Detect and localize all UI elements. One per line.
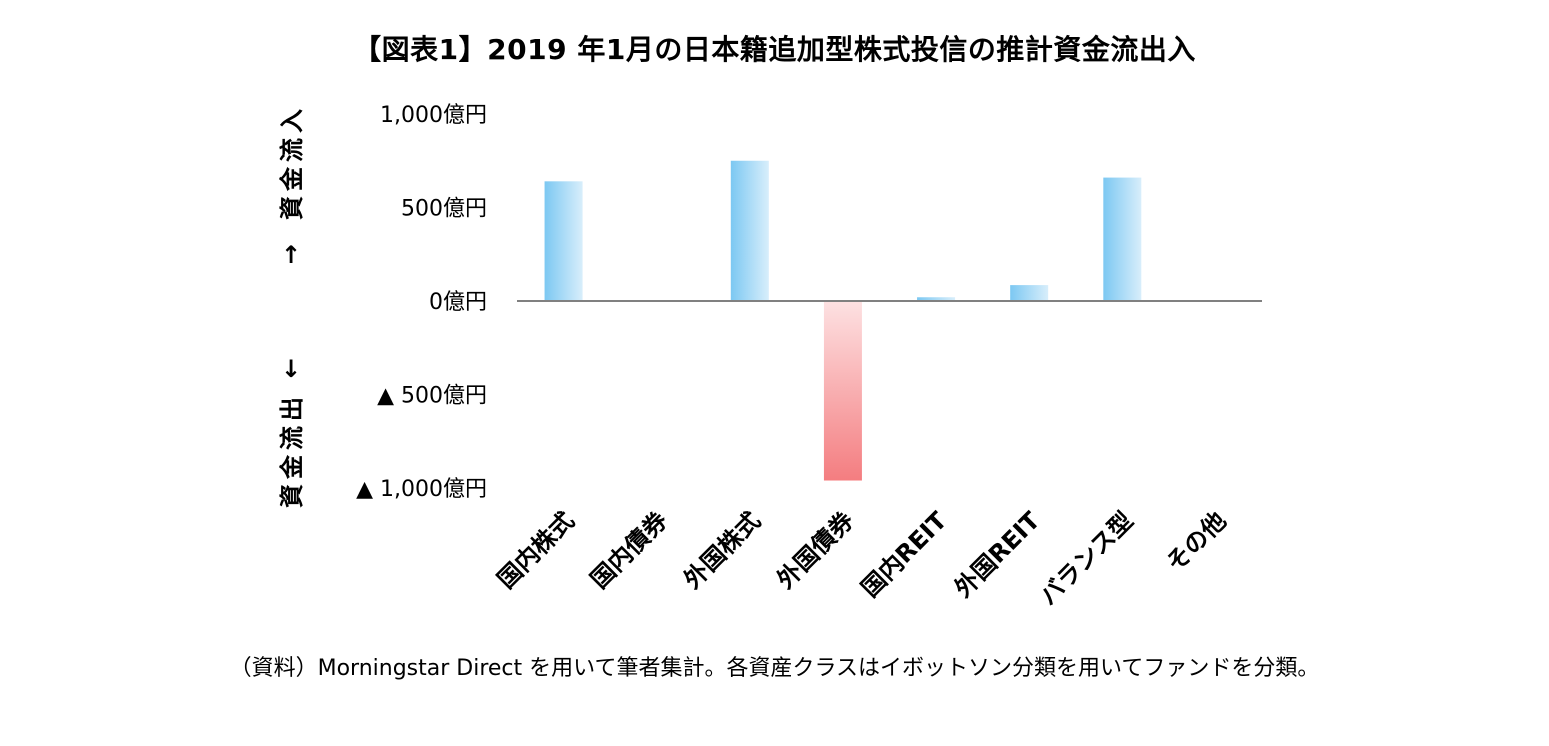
source-note: （資料）Morningstar Direct を用いて筆者集計。各資産クラスはイ… (229, 656, 1320, 681)
category-label: バランス型 (1034, 506, 1138, 610)
inflow-label-char: 資 (278, 196, 306, 220)
category-label: 国内REIT (856, 506, 953, 603)
up-arrow-icon: ↑ (281, 241, 301, 269)
y-tick-label: ▲ 500億円 (377, 384, 487, 409)
category-label: 外国REIT (949, 506, 1046, 603)
inflow-label-char: 金 (278, 166, 306, 192)
inflow-label-char: 入 (278, 109, 306, 133)
y-tick-label: 0億円 (429, 290, 487, 315)
y-tick-label: ▲ 1,000億円 (356, 477, 487, 502)
bar-4 (823, 301, 862, 481)
category-label: 外国株式 (678, 506, 766, 594)
bar-7 (1103, 177, 1142, 301)
y-tick-label: 1,000億円 (380, 103, 487, 128)
outflow-label-char: 流 (278, 426, 306, 450)
bar-3 (730, 160, 769, 301)
category-label: 外国債券 (771, 506, 859, 594)
outflow-label-char: 資 (278, 484, 306, 508)
down-arrow-icon: ↓ (281, 355, 301, 383)
y-tick-label: 500億円 (401, 197, 487, 222)
outflow-label-char: 金 (278, 454, 306, 480)
category-label: 国内債券 (585, 506, 673, 594)
bar-6 (1010, 285, 1049, 301)
category-label: 国内株式 (492, 506, 580, 594)
inflow-label-char: 流 (278, 138, 306, 162)
bars (517, 160, 1262, 481)
bar-5 (917, 297, 956, 301)
category-label: その他 (1161, 506, 1232, 577)
bar-1 (544, 181, 583, 301)
chart-title: 【図表1】2019 年1月の日本籍追加型株式投信の推計資金流出入 (353, 33, 1196, 66)
y-axis-ticks: 1,000億円 500億円 0億円 ▲ 500億円 ▲ 1,000億円 (356, 103, 487, 502)
outflow-label-char: 出 (278, 397, 306, 421)
